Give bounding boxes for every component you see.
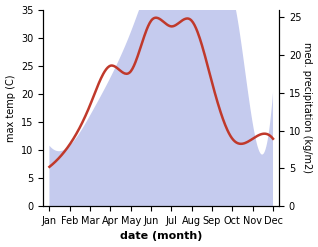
X-axis label: date (month): date (month) [120,231,203,242]
Y-axis label: med. precipitation (kg/m2): med. precipitation (kg/m2) [302,42,313,173]
Y-axis label: max temp (C): max temp (C) [5,74,16,142]
